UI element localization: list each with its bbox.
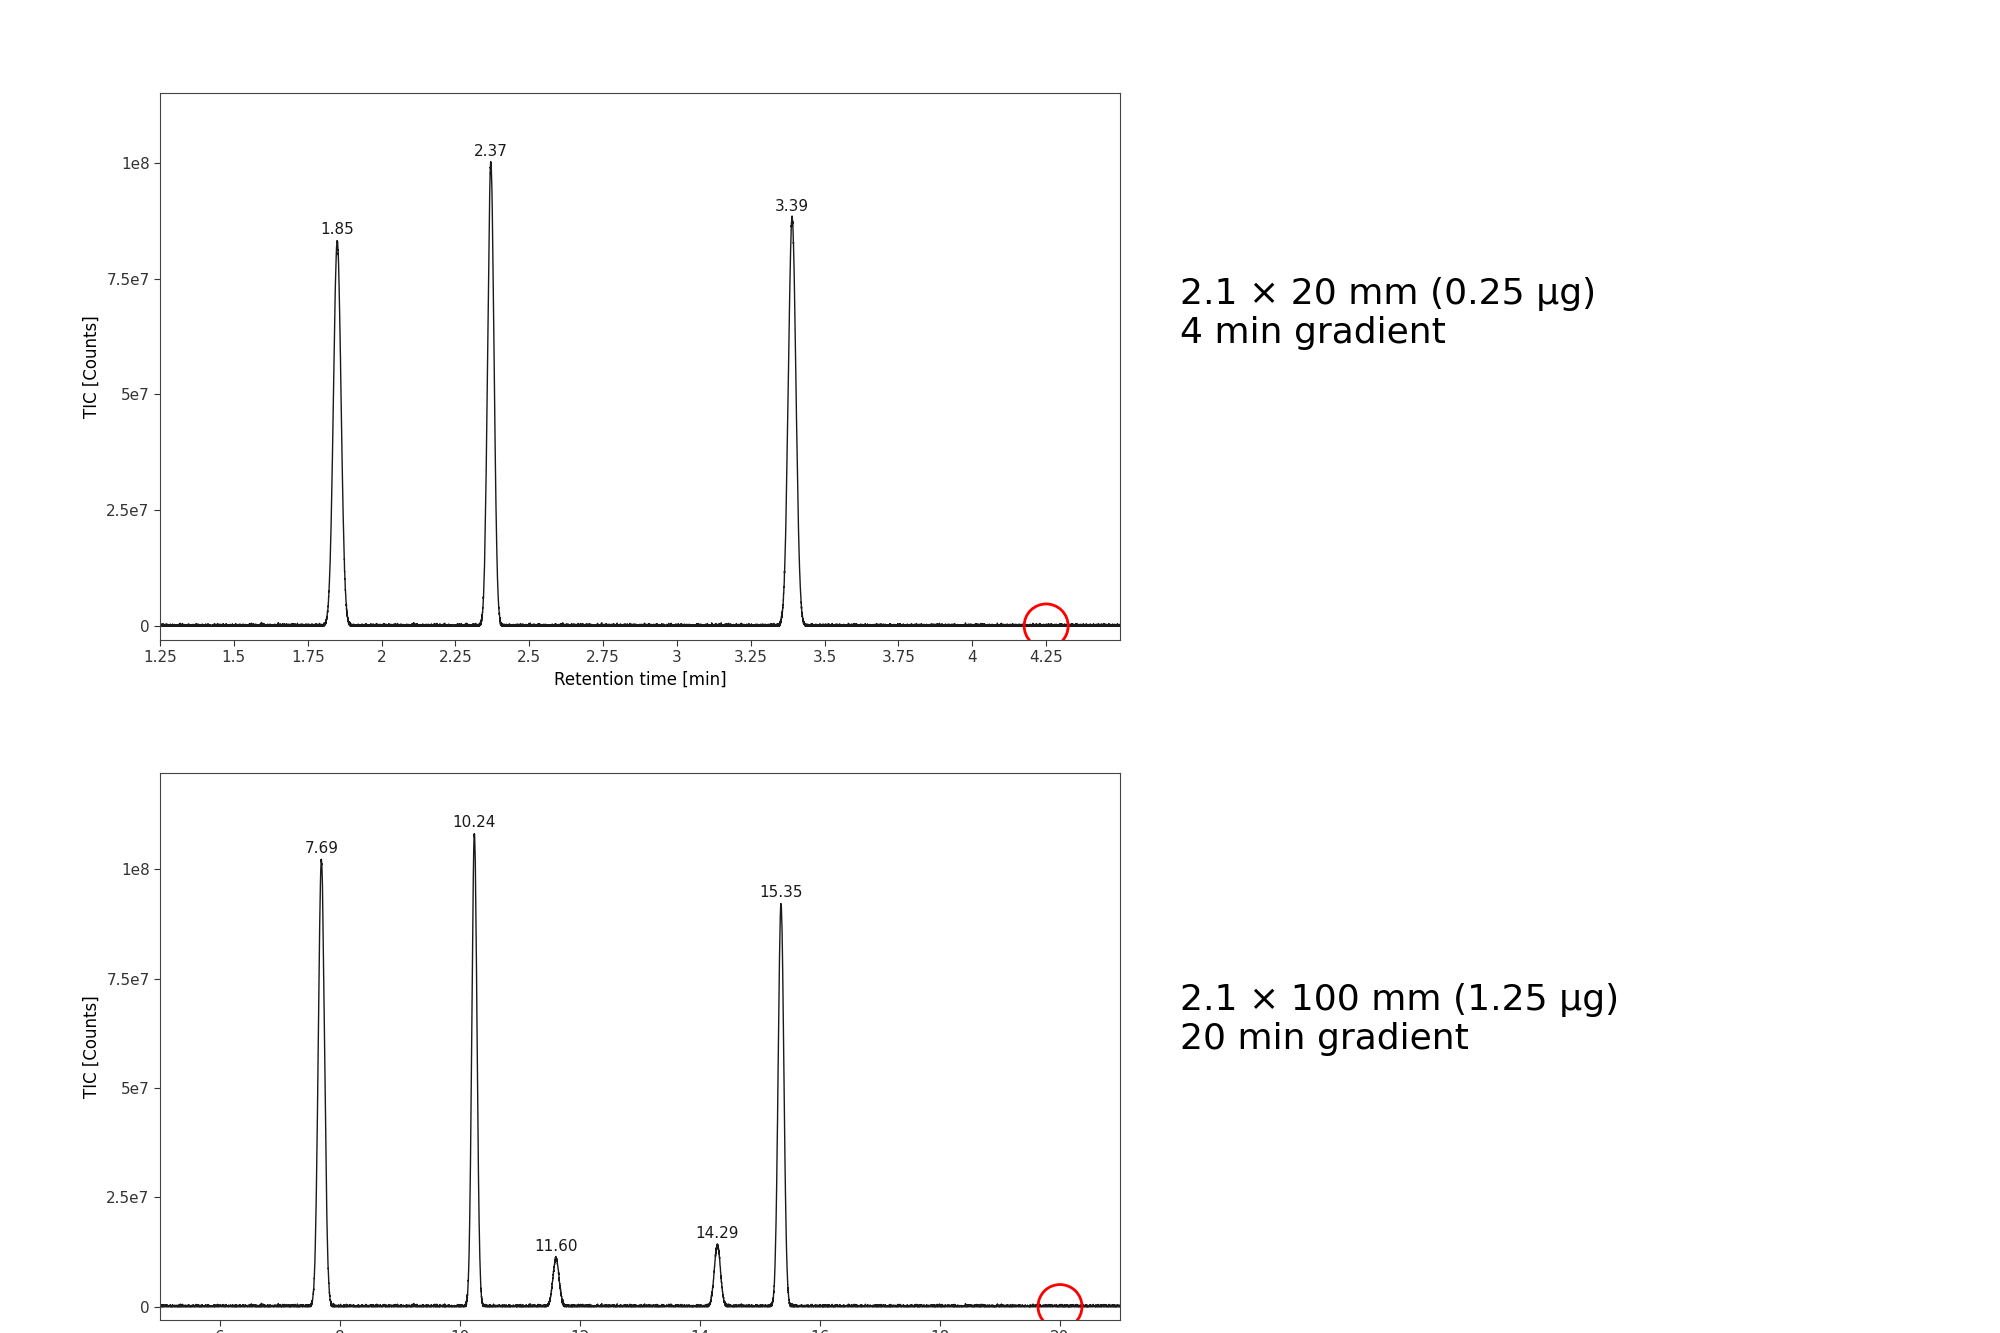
Text: 2.1 × 20 mm (0.25 μg)
4 min gradient: 2.1 × 20 mm (0.25 μg) 4 min gradient [1180,276,1596,351]
X-axis label: Retention time [min]: Retention time [min] [554,670,726,689]
Text: 14.29: 14.29 [696,1226,740,1241]
Text: 1.85: 1.85 [320,223,354,237]
Text: 2.37: 2.37 [474,144,508,159]
Text: 2.1 × 100 mm (1.25 μg)
20 min gradient: 2.1 × 100 mm (1.25 μg) 20 min gradient [1180,982,1620,1057]
Text: 10.24: 10.24 [452,814,496,830]
Text: 7.69: 7.69 [304,841,338,856]
Text: 3.39: 3.39 [776,199,810,215]
Text: 11.60: 11.60 [534,1240,578,1254]
Y-axis label: TIC [Counts]: TIC [Counts] [82,315,100,419]
Y-axis label: TIC [Counts]: TIC [Counts] [82,994,100,1098]
Text: 15.35: 15.35 [760,885,802,900]
